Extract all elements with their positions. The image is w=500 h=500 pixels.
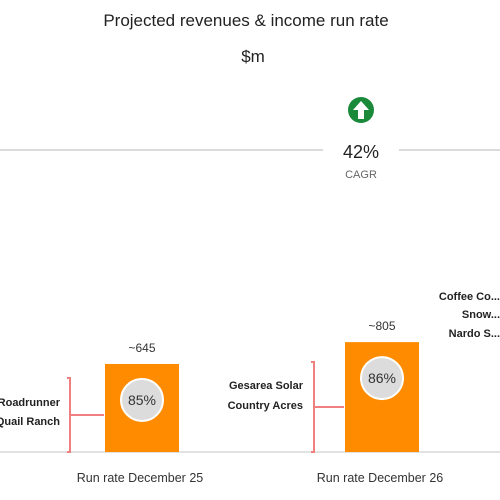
annotation-2: Gesarea Solar Country Acres xyxy=(228,380,304,412)
bracket-2 xyxy=(311,361,315,453)
chart-title: Projected revenues & income run rate xyxy=(103,11,388,30)
value-label-1: ~645 xyxy=(128,341,155,355)
annotation-1: Roadrunner Quail Ranch xyxy=(0,397,61,428)
percent-badge-1 xyxy=(120,377,164,422)
percent-badge-2 xyxy=(360,356,404,401)
percent-label-1: 85% xyxy=(128,392,156,408)
percent-label-2: 86% xyxy=(368,370,396,386)
category-label-1: Run rate December 25 xyxy=(77,471,204,485)
cagr-value: 42% xyxy=(343,142,379,162)
cagr-label: CAGR xyxy=(345,169,377,181)
chart-subtitle: $m xyxy=(241,47,265,66)
bracket-1 xyxy=(67,377,71,453)
annotation-3: Coffee Co... Snow... Nardo S... xyxy=(439,291,500,340)
value-label-2: ~805 xyxy=(368,319,395,333)
growth-up-arrow-icon xyxy=(348,97,374,123)
category-label-2: Run rate December 26 xyxy=(317,471,444,485)
